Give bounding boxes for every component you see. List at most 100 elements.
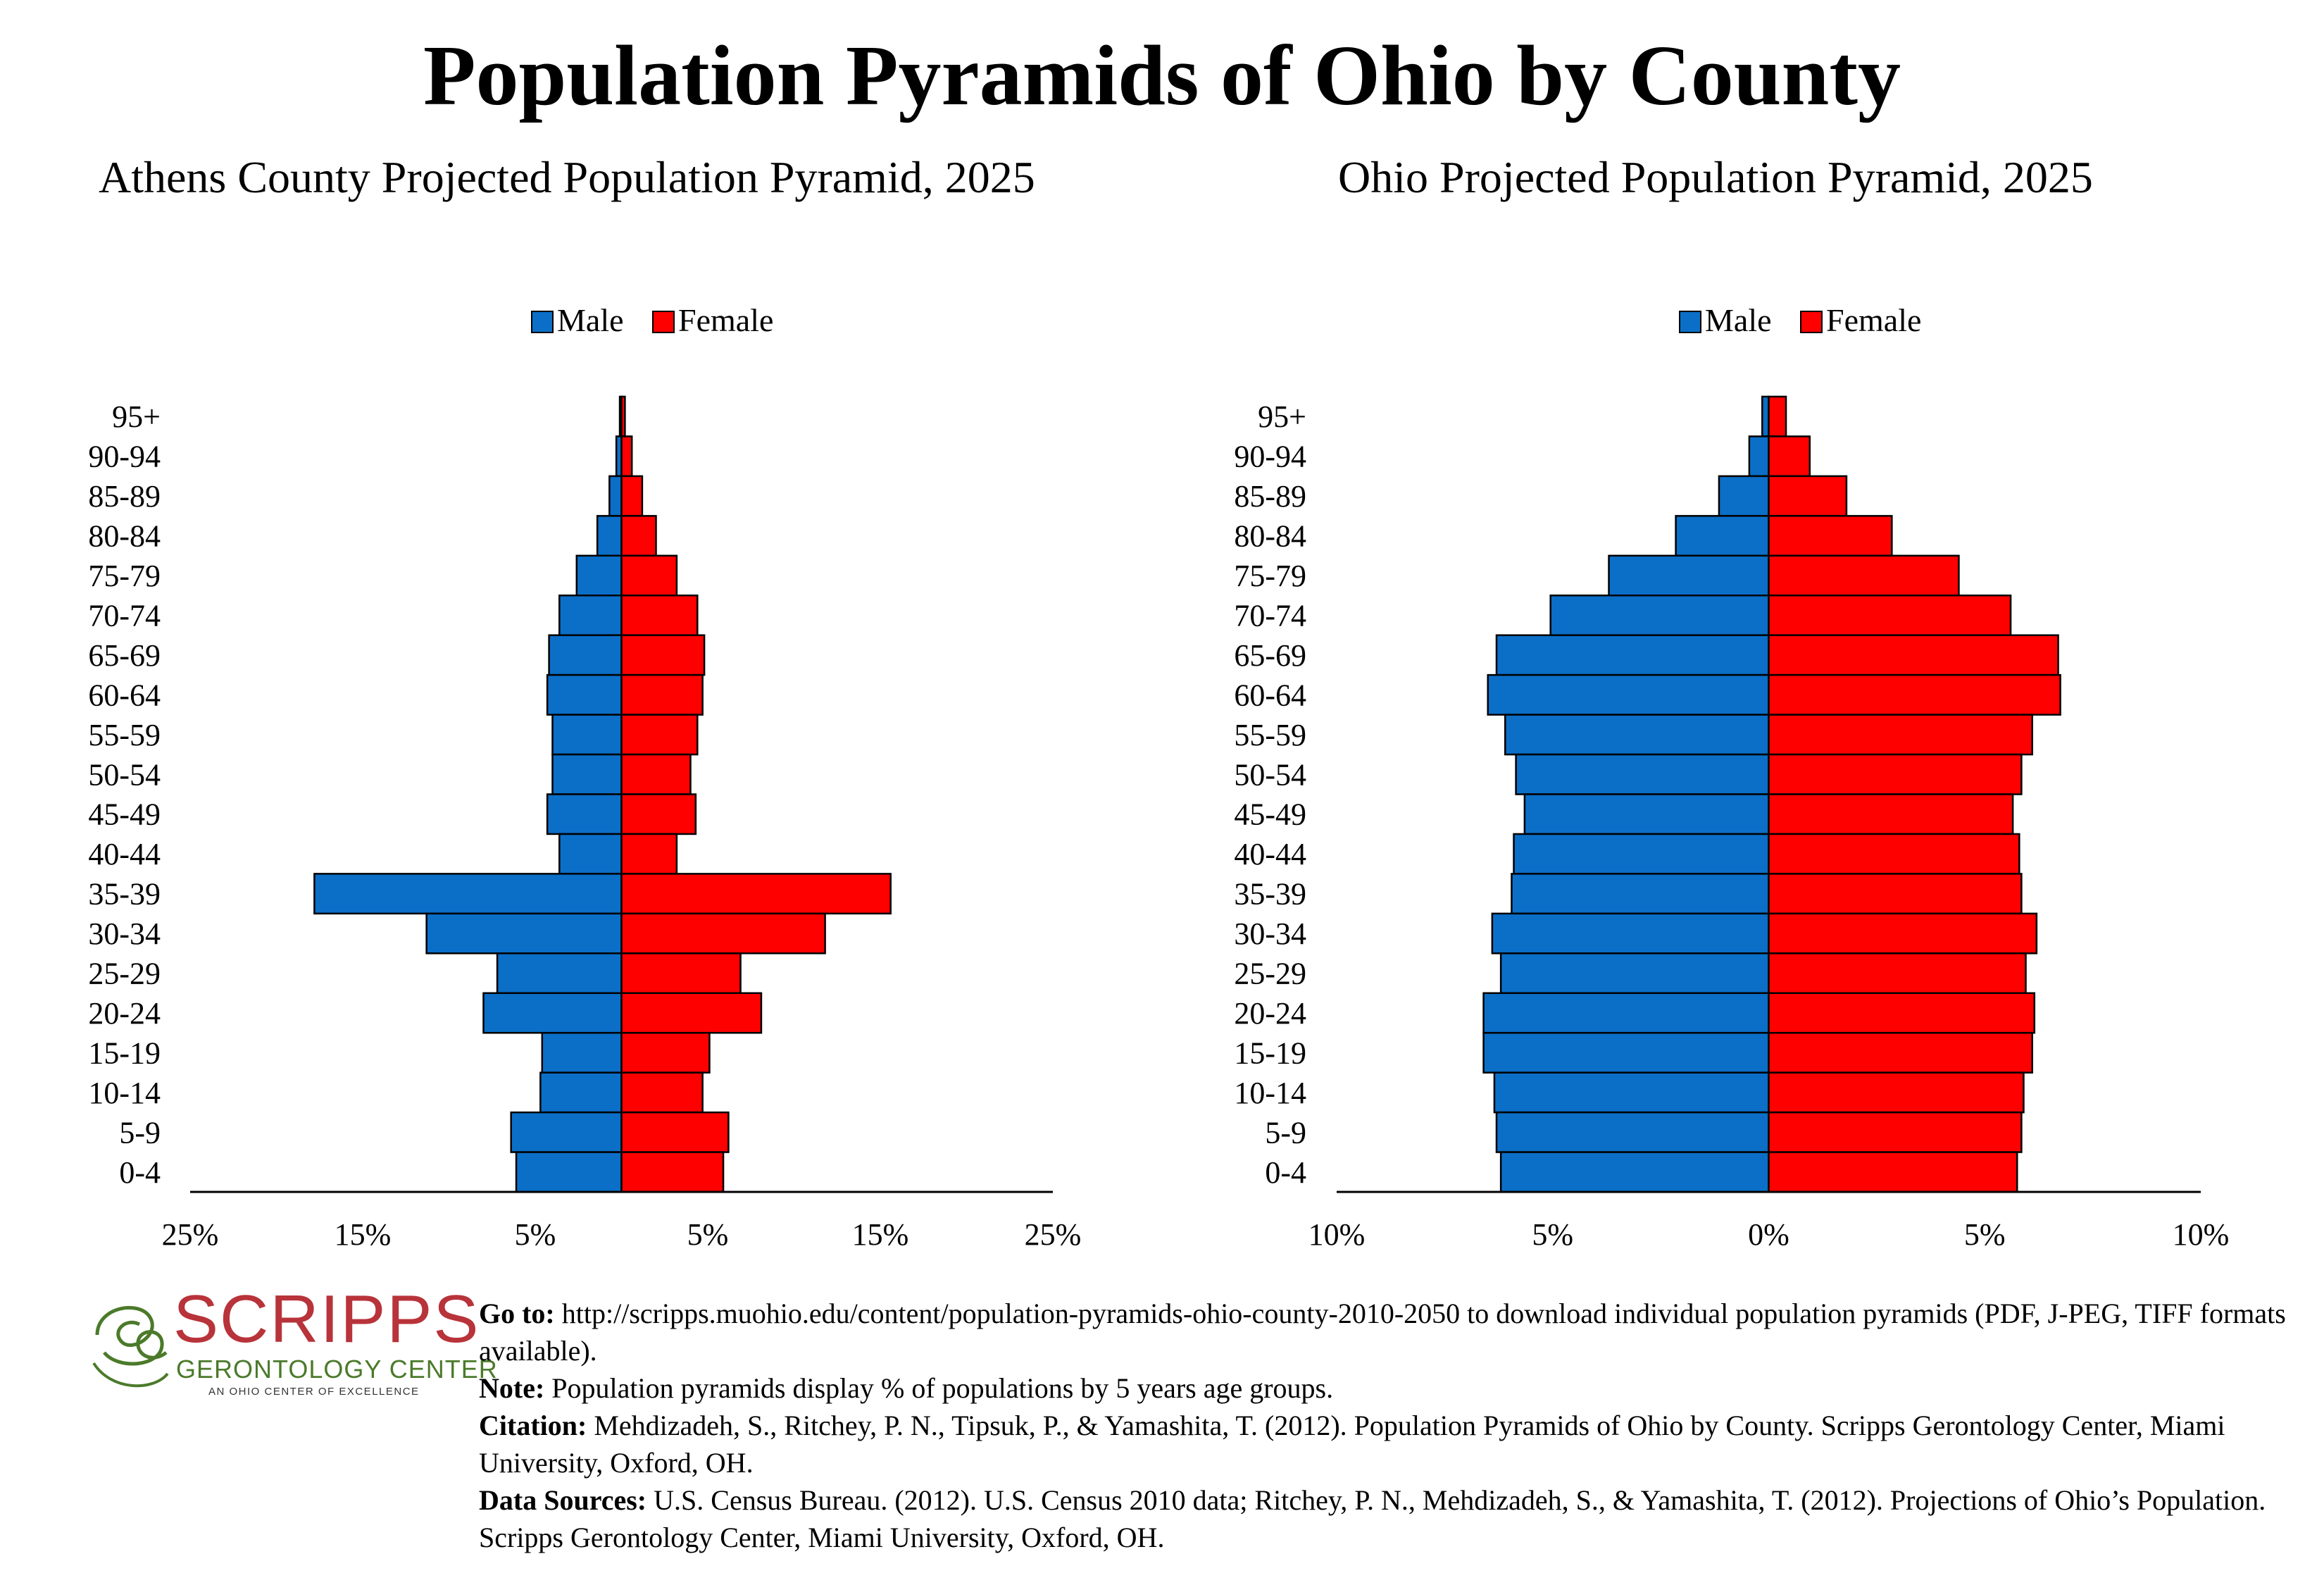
ohio-age-label-25-29: 25-29 bbox=[1234, 957, 1306, 991]
athens-female-bar-70-74 bbox=[620, 595, 699, 636]
ohio-legend-female: Female bbox=[1800, 302, 1921, 338]
ohio-female-bar-55-59 bbox=[1768, 714, 2033, 756]
ohio-female-bar-25-29 bbox=[1768, 952, 2027, 995]
athens-legend-female-swatch bbox=[652, 311, 675, 333]
athens-age-label-75-79: 75-79 bbox=[88, 559, 161, 593]
ohio-male-bar-85-89 bbox=[1718, 475, 1770, 517]
scripps-logo: SCRIPPS GERONTOLOGY CENTER AN OHIO CENTE… bbox=[83, 1286, 497, 1398]
ohio-male-bar-35-39 bbox=[1511, 873, 1770, 915]
notes-block: Go to: http://scripps.muohio.edu/content… bbox=[479, 1295, 2310, 1556]
logo-tagline: AN OHIO CENTER OF EXCELLENCE bbox=[208, 1386, 420, 1398]
ohio-female-bar-45-49 bbox=[1768, 793, 2014, 835]
ohio-age-label-20-24: 20-24 bbox=[1234, 996, 1306, 1031]
scripps-swirl-icon bbox=[92, 1305, 169, 1388]
note-label: Note: bbox=[479, 1372, 545, 1404]
athens-female-bar-0-4 bbox=[620, 1151, 725, 1193]
ohio-male-bar-80-84 bbox=[1675, 515, 1770, 557]
athens-legend-male: Male bbox=[531, 302, 624, 338]
sources-label: Data Sources: bbox=[479, 1484, 647, 1516]
ohio-male-bar-70-74 bbox=[1549, 595, 1770, 636]
athens-age-label-65-69: 65-69 bbox=[88, 638, 161, 673]
athens-female-bar-15-19 bbox=[620, 1031, 711, 1074]
ohio-age-label-40-44: 40-44 bbox=[1234, 837, 1306, 871]
sources-text: U.S. Census Bureau. (2012). U.S. Census … bbox=[479, 1484, 2266, 1553]
ohio-male-bar-60-64 bbox=[1487, 673, 1770, 716]
sources-line: Data Sources: U.S. Census Bureau. (2012)… bbox=[479, 1481, 2310, 1556]
ohio-female-bar-35-39 bbox=[1768, 873, 2023, 915]
ohio-age-label-10-14: 10-14 bbox=[1234, 1076, 1306, 1110]
athens-age-label-30-34: 30-34 bbox=[88, 916, 161, 951]
ohio-age-label-90-94: 90-94 bbox=[1234, 440, 1306, 474]
ohio-age-label-60-64: 60-64 bbox=[1234, 678, 1306, 712]
ohio-male-bar-90-94 bbox=[1748, 435, 1770, 478]
ohio-male-bar-40-44 bbox=[1513, 833, 1770, 875]
goto-label: Go to: bbox=[479, 1298, 555, 1329]
ohio-female-bar-15-19 bbox=[1768, 1031, 2033, 1074]
athens-female-bar-55-59 bbox=[620, 714, 699, 756]
athens-chart-title: Athens County Projected Population Pyram… bbox=[99, 152, 1035, 202]
athens-age-label-95plus: 95+ bbox=[112, 399, 161, 434]
ohio-male-bar-30-34 bbox=[1491, 912, 1770, 955]
goto-text: http://scripps.muohio.edu/content/popula… bbox=[479, 1298, 2286, 1367]
ohio-age-label-75-79: 75-79 bbox=[1234, 559, 1306, 593]
athens-x-tick-label: 5% bbox=[515, 1217, 556, 1252]
ohio-age-label-65-69: 65-69 bbox=[1234, 638, 1306, 673]
athens-male-bar-15-19 bbox=[541, 1031, 623, 1074]
athens-male-bar-70-74 bbox=[558, 595, 623, 636]
athens-age-label-80-84: 80-84 bbox=[88, 519, 161, 554]
ohio-male-bar-20-24 bbox=[1482, 992, 1770, 1034]
ohio-age-label-55-59: 55-59 bbox=[1234, 718, 1306, 752]
ohio-female-bar-5-9 bbox=[1768, 1111, 2023, 1153]
ohio-legend-male-swatch bbox=[1679, 311, 1701, 333]
athens-male-bar-0-4 bbox=[515, 1151, 623, 1193]
ohio-female-bar-90-94 bbox=[1768, 435, 1811, 478]
athens-female-bar-65-69 bbox=[620, 634, 706, 676]
athens-age-label-20-24: 20-24 bbox=[88, 996, 161, 1031]
athens-legend-female: Female bbox=[652, 302, 773, 338]
logo-subtitle: GERONTOLOGY CENTER bbox=[176, 1355, 498, 1384]
athens-age-label-40-44: 40-44 bbox=[88, 837, 161, 871]
athens-male-bar-20-24 bbox=[482, 992, 623, 1034]
ohio-female-bar-80-84 bbox=[1768, 515, 1893, 557]
citation-line: Citation: Mehdizadeh, S., Ritchey, P. N.… bbox=[479, 1407, 2310, 1481]
athens-age-label-25-29: 25-29 bbox=[88, 957, 161, 991]
athens-age-label-85-89: 85-89 bbox=[88, 479, 161, 514]
ohio-age-label-70-74: 70-74 bbox=[1234, 598, 1306, 633]
ohio-female-bar-40-44 bbox=[1768, 833, 2020, 875]
ohio-x-tick-label: 5% bbox=[1532, 1217, 1573, 1252]
ohio-female-bar-10-14 bbox=[1768, 1071, 2025, 1114]
athens-age-label-0-4: 0-4 bbox=[119, 1155, 161, 1190]
ohio-age-label-5-9: 5-9 bbox=[1265, 1115, 1306, 1150]
ohio-x-tick-label: 0% bbox=[1748, 1217, 1789, 1252]
athens-age-label-50-54: 50-54 bbox=[88, 757, 161, 792]
ohio-male-bar-0-4 bbox=[1499, 1151, 1770, 1193]
note-line: Note: Population pyramids display % of p… bbox=[479, 1369, 2310, 1407]
athens-female-bar-5-9 bbox=[620, 1111, 730, 1153]
athens-x-tick-label: 5% bbox=[687, 1217, 729, 1252]
ohio-age-label-30-34: 30-34 bbox=[1234, 916, 1306, 951]
ohio-legend-female-label: Female bbox=[1826, 302, 1921, 338]
athens-age-label-10-14: 10-14 bbox=[88, 1076, 161, 1110]
athens-female-bar-50-54 bbox=[620, 753, 692, 795]
athens-male-bar-40-44 bbox=[558, 833, 623, 875]
ohio-legend-male-label: Male bbox=[1705, 302, 1772, 338]
page-title: Population Pyramids of Ohio by County bbox=[423, 28, 1901, 123]
athens-female-bar-30-34 bbox=[620, 912, 826, 955]
ohio-female-bar-60-64 bbox=[1768, 673, 2061, 716]
ohio-female-bar-20-24 bbox=[1768, 992, 2036, 1034]
logo-wordmark: SCRIPPS bbox=[173, 1281, 480, 1357]
ohio-age-label-50-54: 50-54 bbox=[1234, 757, 1306, 792]
ohio-chart-title: Ohio Projected Population Pyramid, 2025 bbox=[1338, 152, 2093, 202]
athens-female-bar-40-44 bbox=[620, 833, 678, 875]
athens-male-bar-65-69 bbox=[548, 634, 623, 676]
ohio-x-tick-label: 10% bbox=[1308, 1217, 1366, 1252]
ohio-female-bar-50-54 bbox=[1768, 753, 2023, 795]
athens-age-label-5-9: 5-9 bbox=[119, 1115, 161, 1150]
athens-age-label-45-49: 45-49 bbox=[88, 797, 161, 832]
ohio-legend-male: Male bbox=[1679, 302, 1772, 338]
ohio-male-bar-55-59 bbox=[1504, 714, 1770, 756]
ohio-age-label-80-84: 80-84 bbox=[1234, 519, 1306, 554]
ohio-female-bar-70-74 bbox=[1768, 595, 2012, 636]
athens-female-bar-25-29 bbox=[620, 952, 742, 995]
ohio-male-bar-10-14 bbox=[1493, 1071, 1770, 1114]
